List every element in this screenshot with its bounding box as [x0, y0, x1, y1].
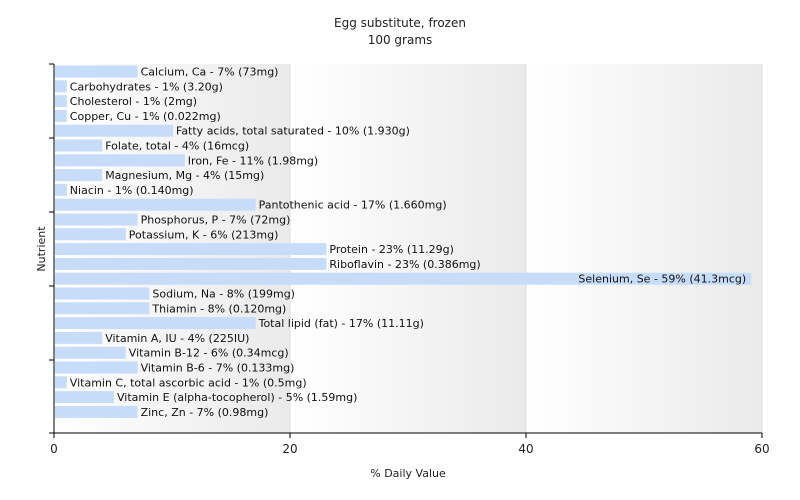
bar	[55, 287, 150, 300]
bar	[55, 302, 150, 315]
background-band	[290, 64, 526, 433]
bar-data-label: Iron, Fe - 11% (1.98mg)	[188, 154, 318, 167]
chart-subtitle: 100 grams	[368, 33, 433, 47]
x-tick-label: 0	[50, 442, 58, 456]
bar-data-label: Potassium, K - 6% (213mg)	[129, 228, 279, 241]
bar-data-label: Protein - 23% (11.29g)	[329, 243, 454, 256]
x-axis-ticks: 0 20 40 60	[50, 433, 770, 456]
x-axis-title: % Daily Value	[370, 467, 446, 480]
bar	[55, 376, 67, 389]
bar	[55, 154, 185, 167]
bar-data-label: Sodium, Na - 8% (199mg)	[152, 288, 295, 301]
bar	[55, 139, 103, 152]
bar-data-label: Cholesterol - 1% (2mg)	[70, 95, 197, 108]
bar	[55, 80, 67, 93]
bar-data-label: Vitamin E (alpha-tocopherol) - 5% (1.59m…	[117, 391, 357, 404]
bar-data-label: Magnesium, Mg - 4% (15mg)	[105, 169, 264, 182]
bar-data-label: Fatty acids, total saturated - 10% (1.93…	[176, 125, 410, 138]
x-tick-label: 60	[754, 442, 769, 456]
x-tick-label: 40	[518, 442, 533, 456]
bar	[55, 257, 327, 270]
y-axis-title: Nutrient	[35, 226, 48, 272]
bar	[55, 243, 327, 256]
bar	[55, 95, 67, 108]
bar-data-label: Vitamin B-12 - 6% (0.34mcg)	[129, 347, 289, 360]
bar	[55, 391, 114, 404]
bar-data-label: Copper, Cu - 1% (0.022mg)	[70, 110, 221, 123]
chart-title: Egg substitute, frozen	[334, 16, 466, 30]
y-axis-ticks	[49, 63, 54, 434]
bar	[55, 272, 752, 285]
bar-data-label: Calcium, Ca - 7% (73mg)	[141, 66, 279, 79]
bars	[55, 65, 752, 418]
bar	[55, 169, 103, 182]
bar-data-label: Riboflavin - 23% (0.386mg)	[329, 258, 480, 271]
background-band	[526, 64, 762, 433]
bar-data-label: Pantothenic acid - 17% (1.660mg)	[259, 199, 447, 212]
bar	[55, 331, 103, 344]
bar	[55, 317, 256, 330]
bar-data-label: Folate, total - 4% (16mcg)	[105, 140, 249, 153]
bar	[55, 361, 138, 374]
bar	[55, 109, 67, 122]
bar-data-label: Thiamin - 8% (0.120mg)	[151, 302, 286, 315]
bar-data-label: Vitamin B-6 - 7% (0.133mg)	[141, 362, 295, 375]
bar-data-label: Zinc, Zn - 7% (0.98mg)	[141, 406, 269, 419]
bar-data-label: Selenium, Se - 59% (41.3mcg)	[578, 273, 746, 286]
x-tick-label: 20	[282, 442, 297, 456]
bar	[55, 183, 67, 196]
bar	[55, 228, 126, 241]
bar-labels: Calcium, Ca - 7% (73mg)Carbohydrates - 1…	[70, 66, 746, 419]
bar-data-label: Carbohydrates - 1% (3.20g)	[70, 80, 223, 93]
bar	[55, 124, 173, 137]
bar	[55, 346, 126, 359]
bar-data-label: Total lipid (fat) - 17% (11.11g)	[258, 317, 424, 330]
bar-data-label: Niacin - 1% (0.140mg)	[70, 184, 194, 197]
bar-data-label: Phosphorus, P - 7% (72mg)	[141, 214, 291, 227]
bar-data-label: Vitamin A, IU - 4% (225IU)	[105, 332, 249, 345]
bar	[55, 198, 256, 211]
bar	[55, 213, 138, 226]
bar	[55, 405, 138, 418]
bar-data-label: Vitamin C, total ascorbic acid - 1% (0.5…	[70, 376, 307, 389]
bar	[55, 65, 138, 78]
